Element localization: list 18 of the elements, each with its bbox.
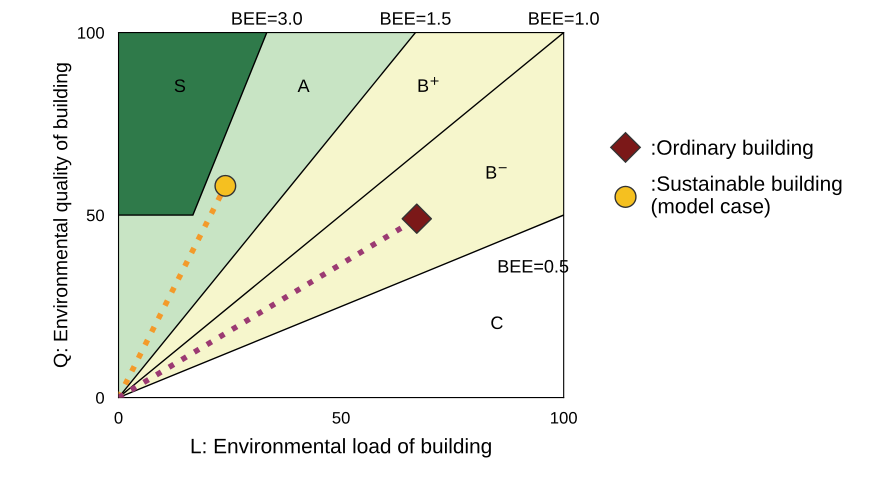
y-axis-title: Q: Environmental quality of building [53,63,72,368]
annotation: C [491,316,503,330]
y-tick-label: 50 [86,209,104,222]
annotation: BEE=1.0 [529,12,599,25]
annotation: BEE=1.5 [381,12,451,25]
annotation: B$^{+}$ [418,77,439,92]
legend-label: :Ordinary building [652,140,812,160]
annotation: B$^{−}$ [486,166,507,179]
y-tick-label: 0 [96,392,104,404]
legend-label: :Sustainable building (model case) [652,176,842,218]
x-axis-title: L: Environmental load of building [192,438,491,458]
y-tick-label: 100 [78,26,104,39]
x-tick-label: 0 [114,412,123,424]
x-tick-label: 100 [551,412,577,424]
annotation: S [174,79,186,92]
annotation: A [298,80,310,92]
x-tick-label: 50 [332,412,350,424]
annotation: BEE=3.0 [232,12,302,25]
